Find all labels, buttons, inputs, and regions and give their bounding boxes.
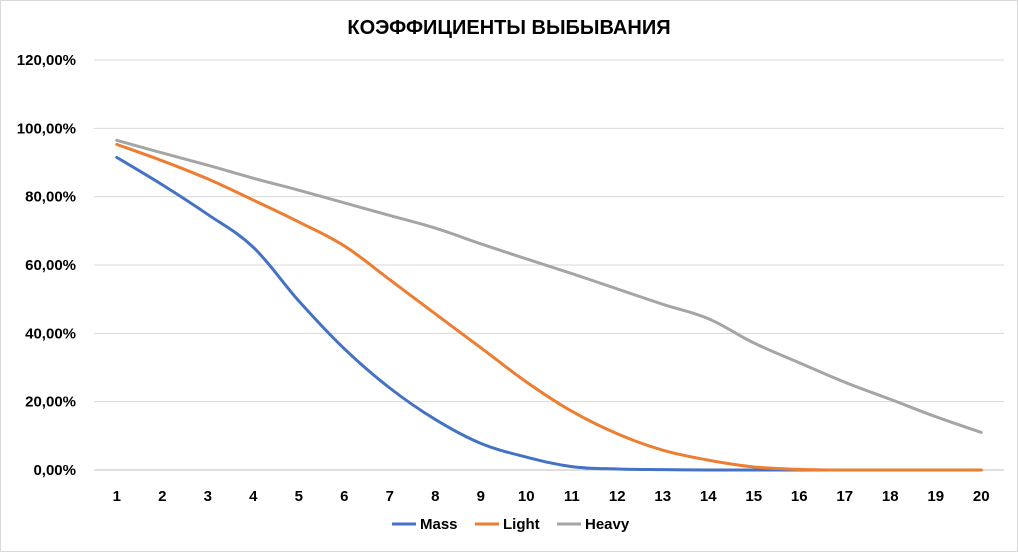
x-tick-label: 12 [609,488,626,505]
chart-title: КОЭФФИЦИЕНТЫ ВЫБЫВАНИЯ [347,17,670,39]
x-tick-label: 15 [745,488,762,505]
legend-label-heavy: Heavy [585,516,630,533]
y-tick-label: 100,00% [17,120,76,137]
series-line-light [115,142,983,472]
x-tick-label: 2 [158,488,166,505]
y-tick-label: 20,00% [25,394,76,411]
legend-label-light: Light [503,516,540,533]
x-tick-label: 20 [973,488,990,505]
y-tick-label: 0,00% [33,462,76,479]
x-tick-label: 14 [700,488,717,505]
x-tick-label: 6 [340,488,348,505]
series-line-mass [115,155,983,472]
y-tick-label: 40,00% [25,325,76,342]
y-tick-label: 60,00% [25,257,76,274]
series-line-heavy [115,138,983,434]
y-tick-label: 80,00% [25,189,76,206]
x-tick-label: 8 [431,488,439,505]
x-tick-label: 9 [477,488,485,505]
x-tick-label: 18 [882,488,899,505]
x-tick-label: 11 [564,488,580,505]
y-tick-label: 120,00% [17,52,76,69]
x-tick-label: 5 [295,488,303,505]
y-axis-ticks: 0,00% 20,00% 40,00% 60,00% 80,00% 100,00% 120,… [17,52,76,479]
x-tick-label: 19 [927,488,944,505]
x-tick-label: 10 [518,488,535,505]
legend: Mass Light Heavy [392,516,630,533]
series-lines [115,138,983,472]
legend-label-mass: Mass [420,516,458,533]
x-tick-label: 4 [249,488,258,505]
x-tick-label: 3 [204,488,212,505]
x-tick-label: 1 [113,488,121,505]
x-tick-label: 7 [386,488,394,505]
x-axis-ticks: 1 2 3 4 5 6 7 8 9 10 11 12 13 14 15 16 17 18 19 20 [113,488,990,505]
x-tick-label: 13 [654,488,671,505]
x-tick-label: 17 [836,488,853,505]
x-tick-label: 16 [791,488,808,505]
